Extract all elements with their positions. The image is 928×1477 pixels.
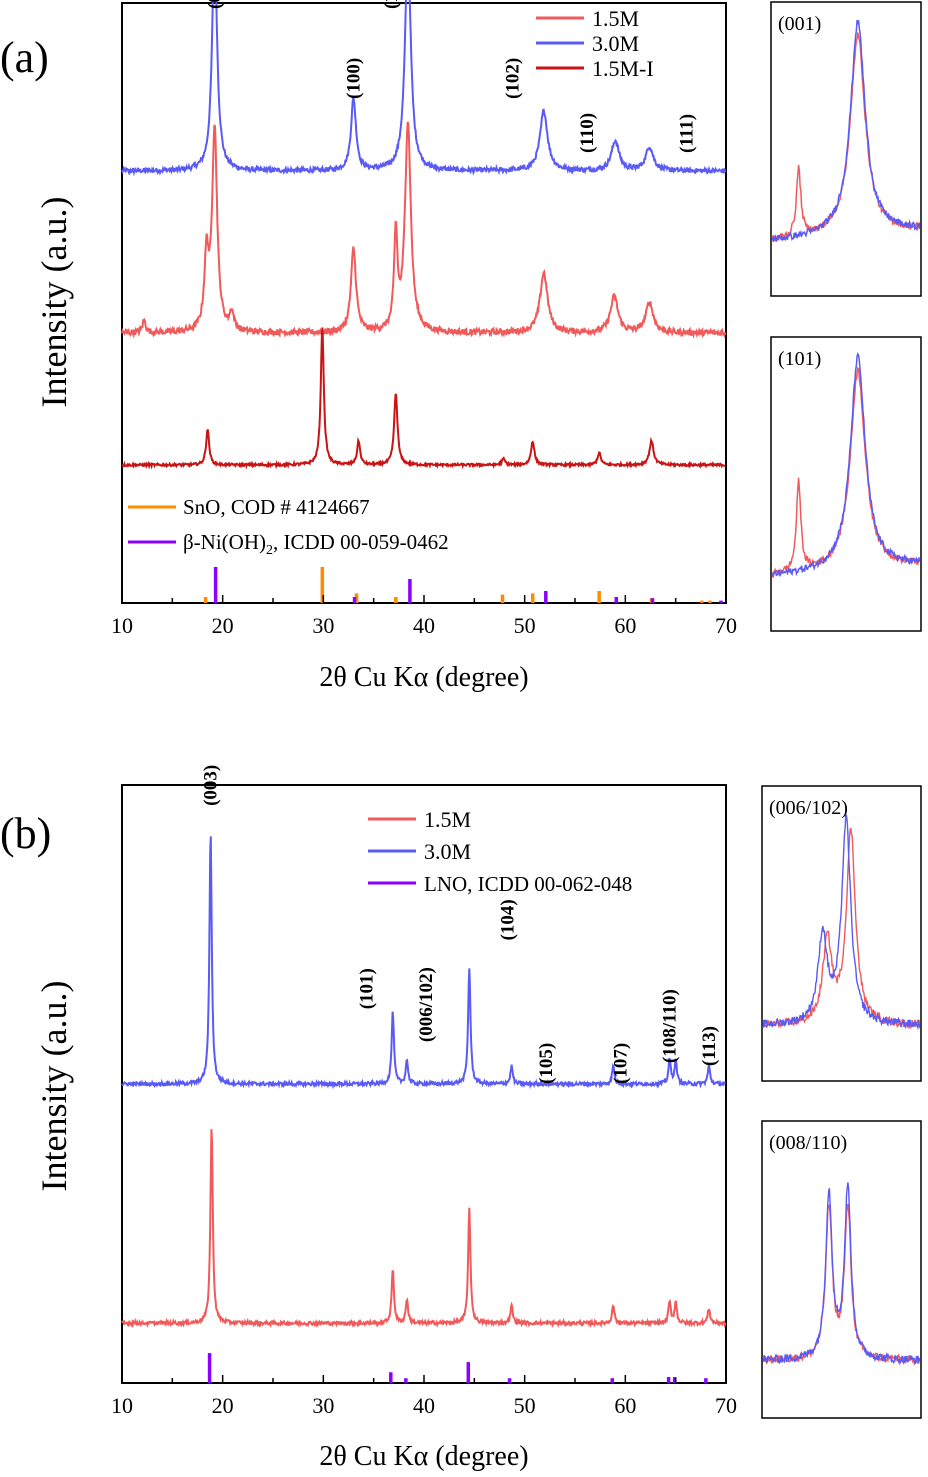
x-tick-label: 10 bbox=[111, 1393, 133, 1418]
inset-series-3-0m bbox=[771, 351, 921, 579]
x-tick-label: 50 bbox=[514, 1393, 536, 1418]
series-1-5m-line bbox=[121, 1129, 727, 1329]
panel-b: (b) Intensity (a.u.) 10 20 30 40 50 60 70 (003… bbox=[0, 765, 922, 1472]
inset-series-3-0m bbox=[771, 19, 921, 242]
inset-a-101-label: (101) bbox=[778, 348, 821, 370]
panel-b-legend: 1.5M 3.0M LNO, ICDD 00-062-048 bbox=[368, 807, 632, 896]
inset-b-008-110-frame bbox=[761, 1120, 922, 1419]
peak-label: (104) bbox=[498, 899, 519, 940]
series-1-5m-line bbox=[121, 121, 727, 339]
series-3-0m-line bbox=[121, 836, 727, 1090]
ref-legend-label-ni-oh2: β-Ni(OH)2, ICDD 00-059-0462 bbox=[183, 530, 449, 558]
x-tick-label: 40 bbox=[413, 1393, 435, 1418]
panel-b-xlabel: 2θ Cu Kα (degree) bbox=[319, 1441, 528, 1472]
panel-a-reference-legend: SnO, COD # 4124667 β-Ni(OH)2, ICDD 00-05… bbox=[128, 495, 449, 558]
peak-label: (003) bbox=[201, 765, 222, 806]
inset-a-101-frame bbox=[770, 336, 922, 632]
peak-label: (111) bbox=[677, 114, 698, 153]
panel-b-ylabel: Intensity (a.u.) bbox=[34, 981, 74, 1192]
panel-a-legend: 1.5M 3.0M 1.5M-I bbox=[536, 6, 654, 81]
legend-b-label-lno: LNO, ICDD 00-062-048 bbox=[424, 872, 632, 896]
panel-a: (a) Intensity (a.u.) 10 20 30 40 50 60 70 (001… bbox=[0, 0, 922, 693]
x-tick-label: 10 bbox=[111, 613, 133, 638]
peak-label: (108/110) bbox=[660, 989, 681, 1063]
x-tick-label: 70 bbox=[715, 613, 737, 638]
panel-b-label: (b) bbox=[0, 809, 51, 858]
x-tick-label: 40 bbox=[413, 613, 435, 638]
x-tick-label: 30 bbox=[312, 1393, 334, 1418]
panel-a-xlabel: 2θ Cu Kα (degree) bbox=[319, 662, 528, 693]
peak-label: (110) bbox=[577, 113, 598, 153]
ref-legend-label-sno: SnO, COD # 4124667 bbox=[183, 495, 370, 519]
x-tick-label: 50 bbox=[514, 613, 536, 638]
legend-b-label-3-0m: 3.0M bbox=[424, 839, 471, 864]
x-tick-label: 70 bbox=[715, 1393, 737, 1418]
inset-series-3-0m bbox=[762, 1182, 921, 1366]
panel-a-ylabel: Intensity (a.u.) bbox=[34, 197, 74, 408]
inset-b-006-102-frame bbox=[761, 785, 922, 1082]
inset-b-008-110-label: (008/110) bbox=[769, 1132, 847, 1154]
x-tick-label: 60 bbox=[614, 613, 636, 638]
x-tick-label: 30 bbox=[312, 613, 334, 638]
peak-label: (006/102) bbox=[416, 967, 437, 1042]
peak-label: (100) bbox=[344, 58, 365, 99]
peak-label: (107) bbox=[610, 1043, 631, 1084]
panel-a-label: (a) bbox=[0, 33, 49, 82]
inset-b-006-102-label: (006/102) bbox=[769, 797, 848, 819]
inset-series-3-0m bbox=[762, 812, 921, 1031]
inset-a-001-label: (001) bbox=[778, 13, 821, 35]
peak-label: (113) bbox=[699, 1026, 720, 1066]
x-tick-label: 20 bbox=[212, 613, 234, 638]
legend-label-1-5m: 1.5M bbox=[592, 6, 639, 31]
peak-label: (101) bbox=[381, 0, 402, 9]
peak-label: (001) bbox=[205, 0, 226, 9]
x-tick-label: 20 bbox=[212, 1393, 234, 1418]
peak-label: (102) bbox=[503, 58, 524, 99]
peak-label: (105) bbox=[536, 1043, 557, 1084]
legend-label-1-5m-i: 1.5M-I bbox=[592, 56, 654, 81]
legend-label-3-0m: 3.0M bbox=[592, 31, 639, 56]
series-3-0m-line bbox=[121, 0, 727, 177]
legend-b-label-1-5m: 1.5M bbox=[424, 807, 471, 832]
peak-label: (101) bbox=[357, 968, 378, 1009]
x-tick-label: 60 bbox=[614, 1393, 636, 1418]
series-1-5m-i-line bbox=[121, 327, 726, 470]
inset-a-001-frame bbox=[770, 1, 922, 297]
